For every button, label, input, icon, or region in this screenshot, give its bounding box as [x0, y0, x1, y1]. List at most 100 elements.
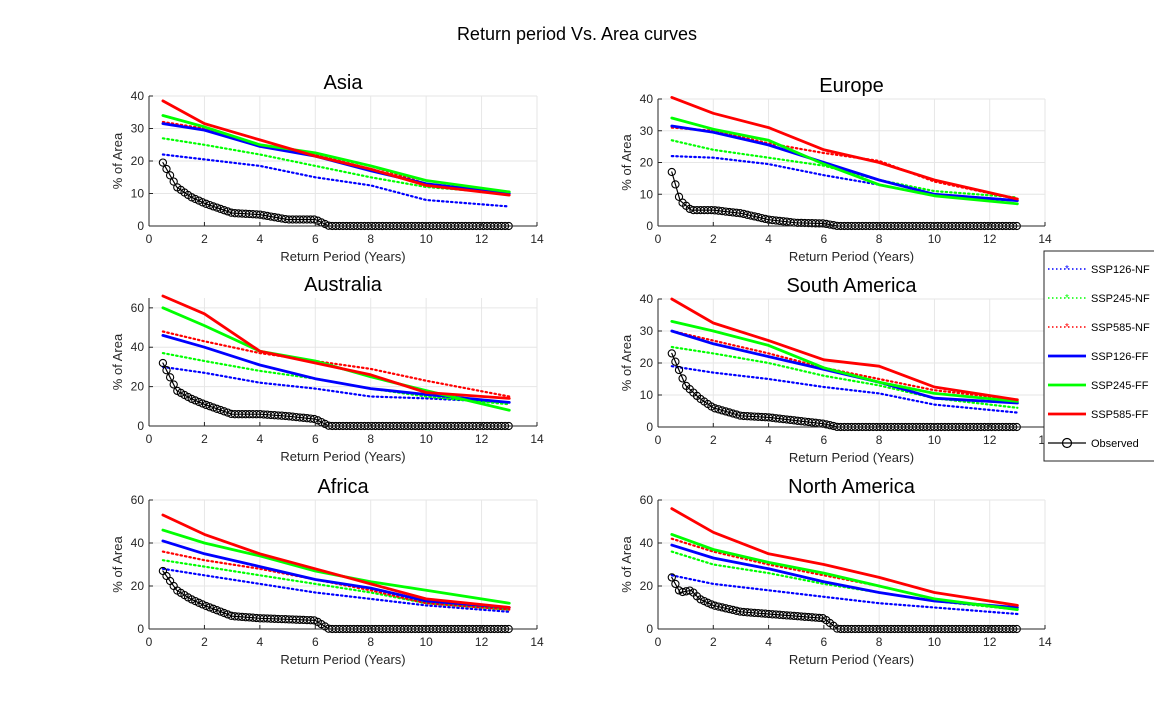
figure-title: Return period Vs. Area curves: [457, 24, 697, 44]
observed-point: [674, 192, 684, 201]
observed-point: [216, 607, 225, 616]
series-ssp126-ff: [670, 329, 1019, 405]
y-tick-label: 40: [131, 536, 145, 550]
observed-point: [158, 358, 168, 368]
series-ssp126-ff: [670, 543, 1019, 609]
observed-point: [209, 403, 218, 412]
x-tick-label: 0: [655, 232, 662, 246]
x-tick-label: 6: [312, 635, 319, 649]
observed-point: [216, 405, 225, 415]
observed-point: [667, 573, 676, 582]
observed-point: [671, 180, 680, 189]
series-ssp585-ff: [161, 513, 511, 609]
legend-label: Observed: [1091, 438, 1139, 450]
panel-europe: 0 2 4 6 8 10 12 14 0 10 20 30 40 Europe Return Period …: [619, 75, 1052, 264]
observed-point: [310, 616, 319, 625]
panel-south-america: 02468101214010203040South AmericaReturn …: [619, 275, 1052, 465]
legend-item-ssp585-nf: * SSP585-NF: [1048, 322, 1150, 334]
observed-point: [201, 601, 211, 611]
observed-point: [725, 408, 734, 417]
y-tick-label: 20: [131, 579, 145, 593]
y-tick-label: 10: [131, 187, 145, 201]
observed-point: [219, 608, 229, 618]
x-tick-label: 12: [983, 232, 997, 246]
x-tick-label: 8: [367, 432, 374, 446]
series-ssp245-nf: [161, 559, 511, 611]
y-tick-label: 40: [131, 340, 145, 354]
y-tick-label: 40: [640, 292, 654, 306]
legend-label: SSP245-NF: [1091, 293, 1150, 305]
observed-point: [205, 200, 214, 210]
x-tick-label: 4: [257, 635, 264, 649]
series-ssp245-nf: [670, 139, 1019, 199]
x-tick-label: 14: [530, 432, 544, 446]
y-tick-label: 0: [646, 420, 653, 434]
x-tick-label: 14: [530, 635, 544, 649]
panel-north-america: 0 2 4 6 8 10 12 14 0 20 40 60 North America Return Pe…: [619, 476, 1052, 667]
legend-marker: *: [1065, 322, 1069, 333]
observed-point: [815, 613, 824, 623]
panel-africa: 0 2 4 6 8 10 12 14 0 20 40 60 Africa Return Period (Y…: [110, 476, 544, 667]
observed-point: [198, 399, 207, 408]
observed-point: [678, 374, 687, 383]
legend-label: SSP585-FF: [1091, 409, 1149, 421]
y-tick-label: 60: [640, 493, 654, 507]
legend-marker: *: [1065, 264, 1069, 275]
y-tick-label: 0: [137, 622, 144, 636]
x-tick-label: 0: [146, 232, 153, 246]
legend-item-ssp126-ff: SSP126-FF: [1048, 351, 1149, 363]
observed-point: [169, 177, 178, 186]
x-tick-label: 12: [983, 635, 997, 649]
series-ssp245-ff: [161, 114, 511, 194]
x-tick-label: 2: [201, 432, 208, 446]
x-tick-label: 10: [928, 635, 942, 649]
observed-point: [219, 407, 229, 416]
x-tick-label: 2: [710, 232, 717, 246]
observed-point: [671, 357, 680, 366]
legend-label: SSP126-NF: [1091, 264, 1150, 276]
observed-point: [667, 349, 676, 358]
panel-title: South America: [786, 275, 917, 297]
observed-point: [728, 409, 738, 418]
y-tick-label: 20: [131, 154, 145, 168]
series-ssp126-ff: [670, 124, 1019, 203]
y-tick-label: 60: [131, 493, 145, 507]
x-tick-label: 8: [876, 232, 883, 246]
y-tick-label: 20: [131, 380, 145, 394]
panel-title: Europe: [819, 75, 884, 97]
x-axis-label: Return Period (Years): [789, 652, 914, 667]
observed-point: [710, 404, 720, 413]
panel-title: Africa: [317, 476, 369, 498]
y-axis-label: % of Area: [619, 134, 634, 191]
observed-point: [198, 198, 207, 207]
series-ssp126-nf: [161, 567, 511, 613]
series-ssp126-ff: [161, 539, 511, 609]
series-ssp126-ff: [161, 333, 511, 404]
x-tick-label: 10: [928, 433, 942, 447]
x-tick-label: 2: [201, 232, 208, 246]
observed-point: [201, 400, 211, 410]
series-ssp126-nf: [670, 365, 1019, 414]
observed-point: [194, 397, 204, 407]
panel-title: Asia: [324, 72, 364, 94]
x-tick-label: 10: [419, 432, 433, 446]
series-ssp126-nf: [161, 365, 511, 404]
x-tick-label: 4: [257, 432, 264, 446]
x-tick-label: 6: [312, 232, 319, 246]
observed-point: [212, 203, 222, 212]
y-tick-label: 0: [137, 219, 144, 233]
series-ssp245-ff: [161, 306, 511, 412]
series-ssp245-ff: [670, 533, 1019, 611]
observed-point: [205, 603, 214, 612]
series-ssp585-ff: [670, 297, 1019, 402]
legend-marker: *: [1065, 293, 1069, 304]
observed-point: [667, 167, 676, 177]
series-ssp245-nf: [161, 137, 511, 195]
panel-asia: 0 2 4 6 8 10 12 14 0 10 20 30 40 Asia Return Period (Y…: [110, 72, 544, 264]
x-tick-label: 12: [983, 433, 997, 447]
x-axis-label: Return Period (Years): [789, 450, 914, 465]
series-ssp245-ff: [161, 528, 511, 605]
observed-point: [209, 604, 218, 613]
x-tick-label: 0: [146, 432, 153, 446]
observed-point: [310, 414, 319, 424]
